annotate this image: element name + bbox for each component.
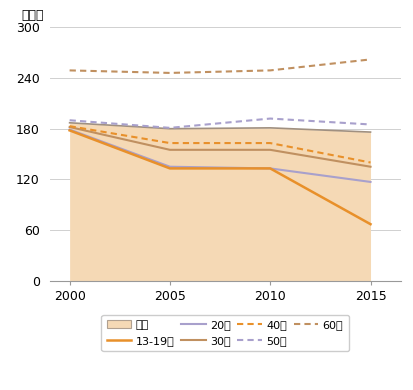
Text: （分）: （分） xyxy=(21,9,44,22)
Legend: 全体, 13-19歳, 20代, 30代, 40代, 50代, 60代: 全体, 13-19歳, 20代, 30代, 40代, 50代, 60代 xyxy=(101,315,349,351)
